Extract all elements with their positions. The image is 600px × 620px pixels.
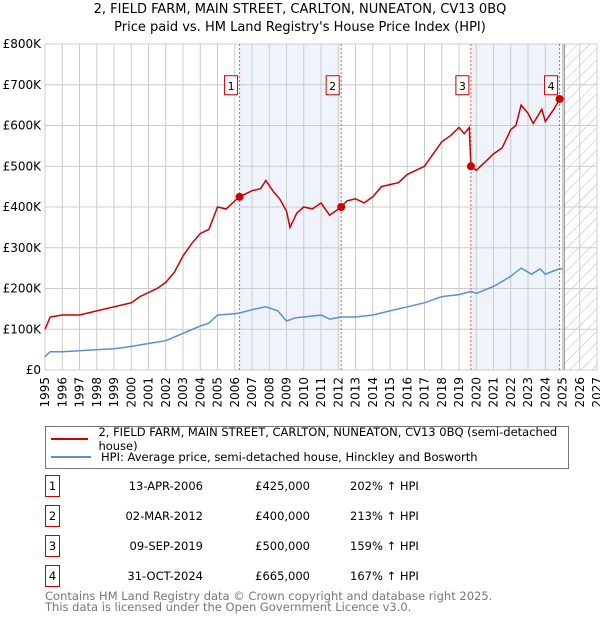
x-tick-label: 2024 [538, 377, 552, 408]
x-tick-label: 2015 [383, 377, 397, 408]
transaction-price: £425,000 [255, 479, 310, 493]
x-tick-label: 2025 [556, 377, 570, 408]
x-tick-label: 2008 [262, 377, 276, 408]
sale-point [555, 95, 564, 104]
x-tick-label: 2026 [573, 377, 587, 408]
y-tick-label: £300K [3, 241, 43, 255]
sale-point [466, 162, 475, 171]
legend-label: HPI: Average price, semi-detached house,… [101, 450, 478, 464]
transaction-date: 09-SEP-2019 [129, 539, 203, 553]
sale-label: 2 [329, 80, 336, 93]
legend-item-property: 2, FIELD FARM, MAIN STREET, CARLTON, NUN… [46, 425, 568, 453]
legend-item-hpi: HPI: Average price, semi-detached house,… [46, 448, 478, 466]
legend-line-blue [51, 456, 91, 458]
y-tick-label: £400K [3, 200, 43, 214]
price-chart: 1995 1996 1997 1998 1999 2000 2001 2002 2003 2004… [3, 37, 600, 408]
hpi-line [44, 267, 563, 358]
x-tick-label: 1997 [73, 377, 87, 408]
transaction-hpi-change: 167% ↑ HPI [350, 569, 419, 583]
x-tick-label: 2005 [211, 377, 225, 408]
x-tick-label: 2022 [504, 377, 518, 408]
x-tick-label: 2001 [142, 377, 156, 408]
x-tick-label: 2017 [418, 377, 432, 408]
x-tick-label: 2013 [349, 377, 363, 408]
transaction-hpi-change: 159% ↑ HPI [350, 539, 419, 553]
x-tick-label: 2002 [159, 377, 173, 408]
sale-label: 3 [459, 80, 466, 93]
y-tick-label: £100K [3, 322, 43, 336]
x-tick-label: 2010 [297, 377, 311, 408]
x-tick-label: 2004 [193, 377, 207, 408]
transaction-date: 13-APR-2006 [128, 479, 203, 493]
y-tick-label: £0 [26, 363, 41, 377]
y-tick-label: £800K [3, 37, 43, 51]
footer-licence: This data is licensed under the Open Gov… [45, 600, 412, 614]
property-price-line [44, 96, 563, 330]
sale-point [337, 203, 346, 211]
chart-subtitle: Price paid vs. HM Land Registry's House … [114, 20, 486, 35]
x-tick-label: 2007 [245, 377, 259, 408]
x-tick-label: 2019 [452, 377, 466, 408]
x-tick-label: 1996 [55, 377, 69, 408]
transaction-hpi-change: 213% ↑ HPI [350, 509, 419, 523]
transaction-date: 02-MAR-2012 [125, 509, 203, 523]
sale-label-box [455, 75, 470, 96]
legend-label: 2, FIELD FARM, MAIN STREET, CARLTON, NUN… [98, 425, 558, 453]
x-tick-label: 2020 [469, 377, 483, 408]
x-tick-label: 1999 [107, 377, 121, 408]
sale-label-box [325, 75, 340, 96]
x-tick-label: 2003 [176, 377, 190, 408]
transaction-number: 1 [45, 475, 60, 497]
footer-copyright: Contains HM Land Registry data © Crown c… [45, 589, 493, 603]
plot-frame [44, 43, 598, 371]
transaction-price: £665,000 [255, 569, 310, 583]
legend-line-red [51, 438, 89, 440]
x-tick-label: 1998 [90, 377, 104, 408]
x-tick-label: 2012 [331, 377, 345, 408]
x-tick-label: 2011 [314, 377, 328, 408]
x-tick-label: 2016 [400, 377, 414, 408]
transaction-number: 4 [45, 565, 60, 587]
x-tick-label: 2000 [124, 377, 138, 408]
transaction-hpi-change: 202% ↑ HPI [350, 479, 419, 493]
transaction-number: 3 [45, 535, 60, 557]
transaction-price: £500,000 [255, 539, 310, 553]
y-tick-label: £500K [3, 159, 43, 173]
transaction-price: £400,000 [255, 509, 310, 523]
x-tick-label: 2014 [366, 377, 380, 408]
y-tick-label: £600K [3, 119, 43, 133]
chart-title: 2, FIELD FARM, MAIN STREET, CARLTON, NUN… [93, 2, 507, 17]
sale-label: 1 [228, 80, 235, 93]
x-tick-label: 1995 [38, 377, 52, 408]
x-tick-label: 2023 [521, 377, 535, 408]
sale-label-box [544, 75, 559, 96]
sale-label: 4 [548, 80, 555, 93]
sale-point [235, 192, 244, 201]
legend: 2, FIELD FARM, MAIN STREET, CARLTON, NUN… [45, 425, 569, 469]
x-tick-label: 2006 [228, 377, 242, 408]
x-tick-label: 2018 [435, 377, 449, 408]
y-tick-label: £700K [3, 78, 43, 92]
transaction-date: 31-OCT-2024 [127, 569, 203, 583]
sale-label-box [224, 75, 239, 96]
x-tick-label: 2021 [487, 377, 501, 408]
transaction-number: 2 [45, 505, 60, 527]
y-tick-label: £200K [3, 282, 43, 296]
x-tick-label: 2027 [590, 377, 600, 408]
x-tick-label: 2009 [280, 377, 294, 408]
